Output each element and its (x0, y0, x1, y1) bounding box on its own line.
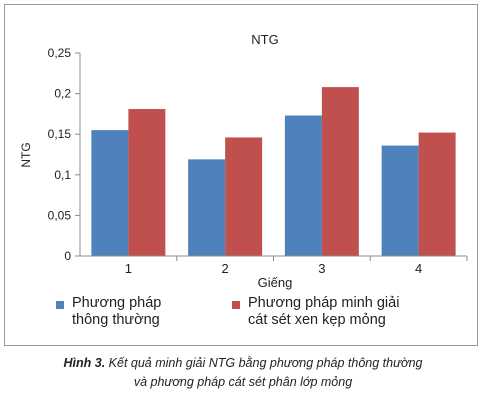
caption-line-2: và phương pháp cát sét phân lớp mỏng (133, 375, 353, 389)
caption-label: Hình 3. (63, 356, 106, 370)
y-tick-label: 0,1 (54, 168, 71, 182)
x-tick-label: 2 (222, 261, 229, 276)
bar-series-2-4 (418, 132, 456, 256)
y-tick-label: 0,15 (48, 127, 72, 141)
bar-series-1-3 (284, 115, 322, 256)
x-axis-label: Giếng (258, 275, 293, 290)
caption-line-1: Kết quả minh giải NTG bằng phương pháp t… (108, 356, 423, 370)
legend-swatch-blue (56, 301, 64, 309)
y-axis-label: NTG (19, 142, 33, 167)
bar-series-1-4 (381, 145, 419, 256)
bar-series-2-3 (321, 87, 359, 256)
legend-label-series-1: Phương pháp thông thường (72, 295, 162, 328)
chart-title: NTG (251, 32, 278, 47)
legend-item-series-2: Phương pháp minh giải cát sét xen kẹp mỏ… (232, 295, 399, 329)
bar-series-1-2 (188, 159, 226, 256)
y-tick-label: 0,05 (48, 208, 72, 222)
bar-series-2-2 (225, 137, 263, 256)
legend-label-series-2: Phương pháp minh giải cát sét xen kẹp mỏ… (248, 295, 400, 328)
bar-series-2-1 (128, 109, 166, 256)
legend-swatch-red (232, 301, 240, 309)
legend-item-series-1: Phương pháp thông thường (56, 295, 161, 329)
x-tick-label: 1 (125, 261, 132, 276)
x-tick-label: 3 (318, 261, 325, 276)
bar-chart: NTG NTG Giếng 0 0,05 0,1 0,15 0,2 0,25 1 2 3 4 (19, 32, 468, 290)
y-tick-label: 0,25 (48, 46, 72, 60)
y-tick-label: 0 (64, 249, 71, 263)
figure-caption: Hình 3. Kết quả minh giải NTG bằng phươn… (0, 354, 486, 392)
bar-series-1-1 (91, 130, 129, 256)
y-tick-label: 0,2 (54, 87, 71, 101)
x-tick-label: 4 (415, 261, 422, 276)
